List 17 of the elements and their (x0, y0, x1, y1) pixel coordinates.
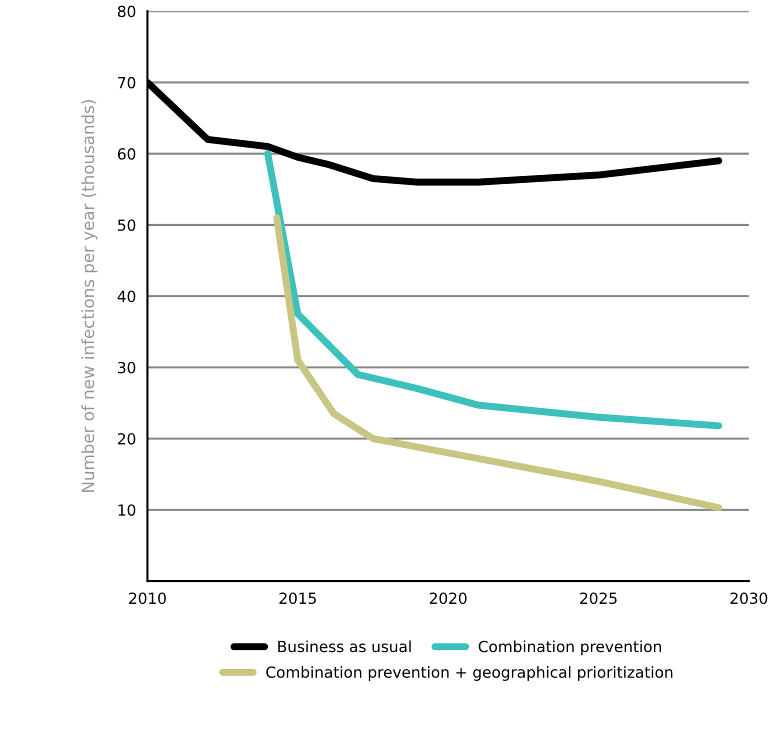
x-tick-label: 2030 (730, 592, 768, 604)
y-tick-label: 10 (118, 504, 136, 516)
y-tick-label: 30 (118, 362, 136, 374)
x-tick-label: 2010 (129, 592, 166, 604)
y-tick-label: 50 (118, 219, 136, 231)
y-tick-label: 60 (118, 148, 136, 160)
x-tick-label: 2025 (580, 592, 617, 604)
y-axis-title: Number of new infections per year (thousands) (81, 100, 98, 492)
legend-label: Business as usual (278, 640, 411, 652)
y-tick-label: 80 (118, 6, 136, 18)
x-tick-label: 2020 (430, 592, 467, 604)
y-tick-label: 70 (118, 76, 136, 88)
legend-label: Combination prevention (478, 640, 661, 656)
y-tick-label: 40 (118, 290, 136, 302)
y-tick-label: 20 (118, 433, 136, 445)
x-tick-label: 2015 (279, 592, 316, 604)
legend-label: Combination prevention + geographical prioritization (266, 666, 672, 681)
